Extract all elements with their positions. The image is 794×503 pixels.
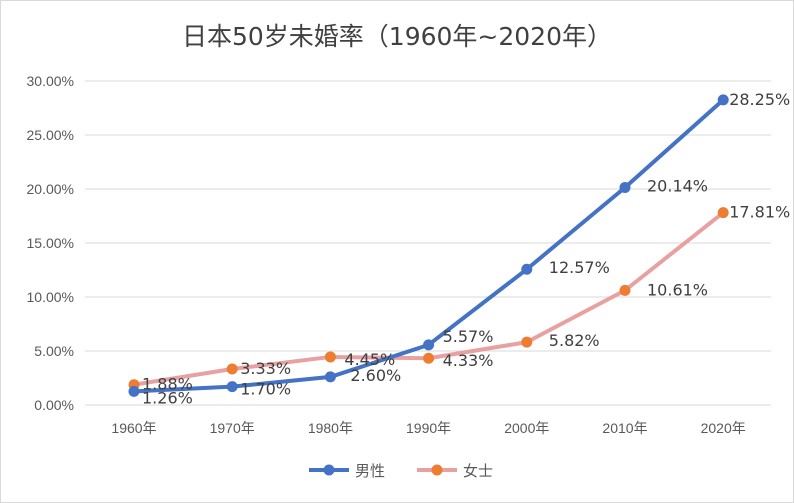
data-point-male[interactable] xyxy=(226,381,238,393)
y-tick-label: 30.00% xyxy=(27,73,74,89)
data-label-male: 1.26% xyxy=(142,388,193,407)
data-label-male: 28.25% xyxy=(729,90,790,109)
data-point-male[interactable] xyxy=(619,181,631,193)
data-point-male[interactable] xyxy=(128,385,140,397)
legend-item-female[interactable]: 女士 xyxy=(417,462,493,480)
data-label-female: 1.88% xyxy=(142,375,193,394)
data-point-male[interactable] xyxy=(521,263,533,275)
y-tick-label: 15.00% xyxy=(27,235,74,251)
legend-item-male[interactable]: 男性 xyxy=(309,462,385,480)
legend-marker xyxy=(323,464,335,476)
data-label-female: 3.33% xyxy=(240,359,291,378)
data-point-female[interactable] xyxy=(521,336,533,348)
y-tick-label: 5.00% xyxy=(34,343,74,359)
x-tick-label: 1970年 xyxy=(210,420,255,436)
data-point-male[interactable] xyxy=(324,371,336,383)
data-point-male[interactable] xyxy=(717,94,729,106)
data-label-male: 5.57% xyxy=(443,327,494,346)
y-tick-label: 0.00% xyxy=(34,397,74,413)
data-point-male[interactable] xyxy=(423,339,435,351)
data-point-female[interactable] xyxy=(423,352,435,364)
legend-marker xyxy=(431,464,443,476)
data-label-male: 1.70% xyxy=(240,380,291,399)
data-point-female[interactable] xyxy=(324,351,336,363)
x-tick-label: 2010年 xyxy=(602,420,647,436)
y-tick-label: 20.00% xyxy=(27,181,74,197)
chart-title: 日本50岁未婚率（1960年~2020年） xyxy=(182,22,612,51)
y-tick-label: 10.00% xyxy=(27,289,74,305)
data-label-male: 2.60% xyxy=(350,366,401,385)
legend-label: 男性 xyxy=(355,462,385,480)
data-label-female: 10.61% xyxy=(647,280,708,299)
x-tick-label: 1990年 xyxy=(406,420,451,436)
data-label-male: 12.57% xyxy=(549,258,610,277)
data-label-female: 17.81% xyxy=(729,203,790,222)
data-point-female[interactable] xyxy=(717,207,729,219)
x-tick-label: 1980年 xyxy=(308,420,353,436)
series-lines xyxy=(128,94,729,397)
gridlines xyxy=(85,80,771,406)
legend[interactable]: 男性 女士 xyxy=(309,462,493,480)
legend-label: 女士 xyxy=(463,462,493,480)
data-label-female: 4.45% xyxy=(344,350,395,369)
y-tick-label: 25.00% xyxy=(27,127,74,143)
y-axis-ticks: 0.00% 5.00% 10.00% 15.00% 20.00% 25.00% 30.00% xyxy=(27,73,74,413)
data-label-female: 5.82% xyxy=(549,331,600,350)
data-labels: 1.26% 1.70% 2.60% 5.57% 12.57% 20.14% 28.25% 1.… xyxy=(142,90,790,407)
x-axis-ticks: 1960年 1970年 1980年 1990年 2000年 2010年 2020年 xyxy=(111,420,745,436)
x-tick-label: 2000年 xyxy=(504,420,549,436)
x-tick-label: 1960年 xyxy=(111,420,156,436)
data-label-female: 4.33% xyxy=(443,351,494,370)
data-point-female[interactable] xyxy=(619,284,631,296)
data-label-male: 20.14% xyxy=(647,176,708,195)
data-point-female[interactable] xyxy=(226,363,238,375)
x-tick-label: 2020年 xyxy=(701,420,746,436)
